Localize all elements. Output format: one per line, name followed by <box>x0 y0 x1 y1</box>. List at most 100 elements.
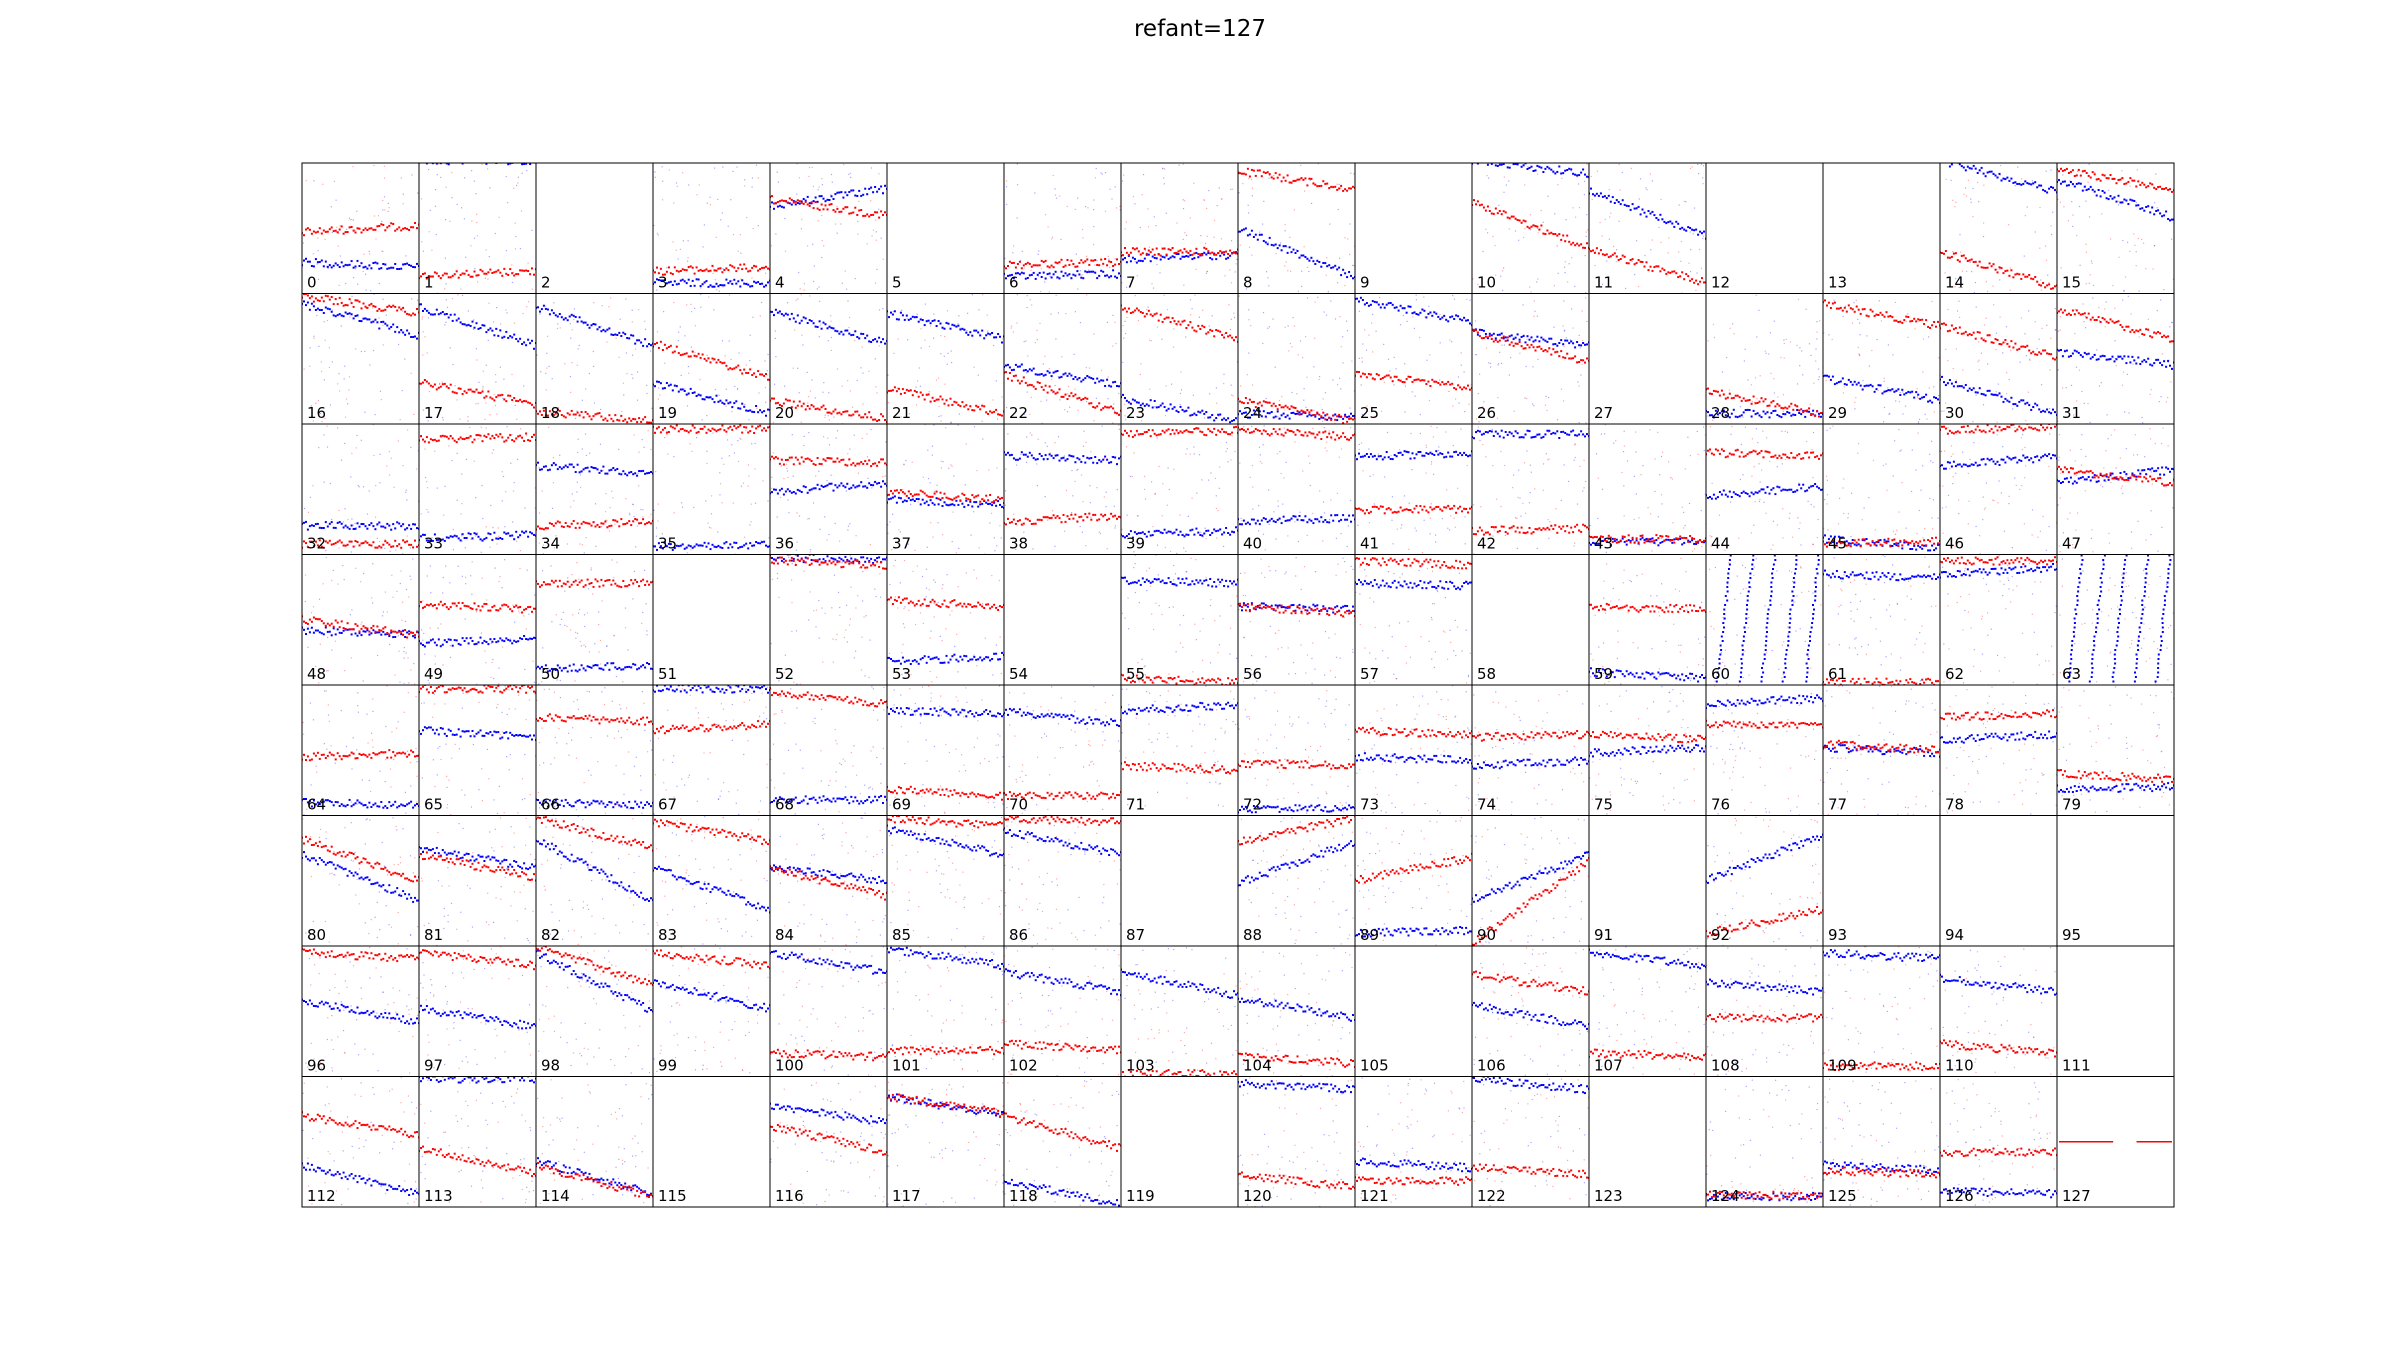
blue-point <box>472 160 474 162</box>
noise-point <box>1220 198 1223 200</box>
noise-point <box>1025 340 1027 342</box>
red-point <box>332 303 335 306</box>
blue-point <box>1671 222 1674 225</box>
red-point <box>794 200 797 203</box>
red-point <box>725 267 728 270</box>
noise-point <box>1251 195 1253 197</box>
red-point <box>483 272 486 275</box>
noise-point <box>582 323 585 325</box>
noise-point <box>427 317 429 319</box>
blue-point <box>860 194 863 197</box>
blue-point <box>358 265 361 267</box>
noise-point <box>1119 209 1121 211</box>
noise-point <box>2147 318 2149 320</box>
noise-point <box>1728 389 1731 391</box>
blue-point <box>1044 373 1047 376</box>
noise-point <box>1578 385 1580 387</box>
red-point <box>410 226 413 229</box>
blue-point <box>852 189 855 192</box>
red-point <box>1310 409 1313 412</box>
red-point <box>455 392 458 395</box>
red-point <box>1248 175 1251 178</box>
noise-point <box>1510 357 1512 359</box>
red-point <box>1784 406 1787 409</box>
noise-point <box>1702 183 1704 185</box>
noise-point <box>1993 304 1995 306</box>
noise-point <box>686 304 688 306</box>
blue-point <box>400 329 403 331</box>
blue-point <box>776 205 779 208</box>
blue-point <box>1990 170 1993 173</box>
red-point <box>1219 250 1222 253</box>
blue-point <box>1931 401 1934 404</box>
noise-point <box>1289 343 1291 345</box>
blue-point <box>539 310 541 313</box>
red-point <box>1129 312 1132 314</box>
noise-point <box>1313 409 1315 411</box>
blue-point <box>1911 390 1914 393</box>
blue-point <box>612 334 615 336</box>
red-point <box>669 344 672 347</box>
noise-point <box>1996 268 1998 270</box>
red-point <box>826 411 829 414</box>
noise-point <box>1085 366 1087 369</box>
noise-point <box>320 361 322 363</box>
red-point <box>1320 415 1323 418</box>
red-point <box>531 403 533 406</box>
blue-point <box>306 301 309 304</box>
red-point <box>366 229 369 231</box>
blue-point <box>1227 417 1230 420</box>
noise-point <box>1816 338 1818 340</box>
blue-point <box>646 345 649 348</box>
noise-point <box>463 218 465 220</box>
blue-point <box>1169 256 1172 259</box>
noise-point <box>1389 370 1391 372</box>
noise-point <box>2036 348 2038 350</box>
blue-point <box>1669 220 1672 223</box>
noise-point <box>738 352 740 354</box>
red-point <box>1209 328 1212 331</box>
red-point <box>683 268 686 271</box>
noise-point <box>1578 334 1580 336</box>
red-point <box>788 197 791 200</box>
red-point <box>1181 320 1184 323</box>
noise-point <box>352 166 354 168</box>
blue-point <box>1171 255 1174 258</box>
red-point <box>1316 411 1319 414</box>
noise-point <box>1337 208 1339 211</box>
noise-point <box>540 371 542 373</box>
noise-point <box>1501 362 1503 364</box>
blue-point <box>1300 254 1303 257</box>
red-point <box>1276 408 1279 411</box>
blue-point <box>687 278 690 281</box>
blue-point <box>458 157 460 159</box>
red-point <box>1941 252 1943 254</box>
red-point <box>1328 187 1331 190</box>
noise-point <box>764 360 766 362</box>
red-point <box>1007 265 1009 267</box>
noise-point <box>2067 220 2069 222</box>
noise-point <box>1020 259 1022 262</box>
noise-point <box>378 282 380 284</box>
noise-point <box>631 309 633 311</box>
noise-point <box>878 345 880 347</box>
noise-point <box>810 405 812 408</box>
blue-point <box>1225 257 1228 260</box>
noise-point <box>1857 318 1859 320</box>
blue-point <box>721 401 724 404</box>
noise-point <box>929 325 932 327</box>
red-point <box>947 404 950 407</box>
red-point <box>1165 316 1168 319</box>
blue-point <box>1635 207 1638 210</box>
red-point <box>2054 358 2056 361</box>
red-point <box>816 407 819 410</box>
blue-point <box>1405 311 1408 314</box>
red-point <box>1463 386 1466 389</box>
noise-point <box>2072 225 2074 227</box>
noise-point <box>2009 289 2011 291</box>
blue-point <box>346 264 349 267</box>
noise-point <box>1997 383 1999 385</box>
noise-point <box>2123 289 2125 291</box>
blue-point <box>1250 414 1253 416</box>
blue-point <box>808 319 811 322</box>
